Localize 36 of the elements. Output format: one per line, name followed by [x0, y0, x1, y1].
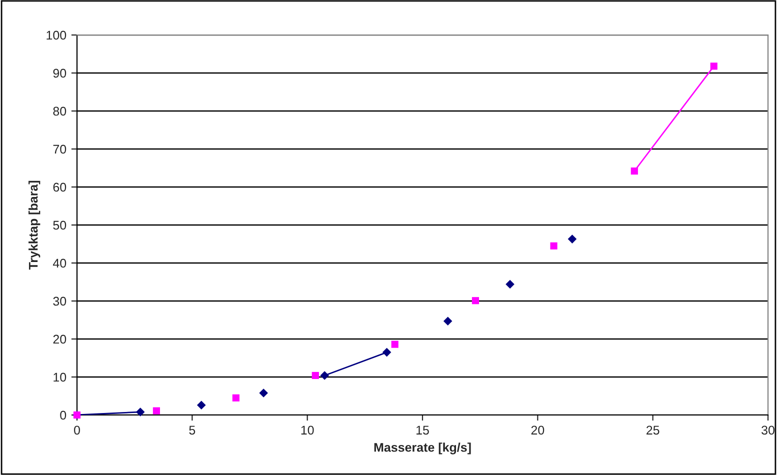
x-tick-label: 0 — [74, 426, 80, 435]
point — [506, 280, 514, 289]
point — [568, 234, 577, 244]
y-tick-label: 10 — [54, 372, 66, 382]
y-axis-title: Trykktap [bara] — [28, 180, 40, 270]
point — [320, 371, 329, 380]
point — [136, 408, 145, 416]
point — [391, 340, 398, 348]
point — [472, 297, 480, 304]
y-tick-label: 40 — [52, 258, 66, 268]
y-tick-label: 80 — [53, 106, 66, 116]
y-tick-label: 20 — [53, 334, 66, 344]
y-tick-label: 100 — [46, 30, 66, 40]
point — [152, 407, 160, 414]
y-tick-label: 50 — [53, 220, 66, 230]
x-tick-label: 20 — [531, 426, 544, 435]
y-tick-label: 30 — [53, 296, 66, 306]
x-axis-title: Masserate [kg/s] — [374, 442, 471, 454]
point — [443, 316, 452, 326]
point — [259, 388, 268, 398]
point — [630, 168, 638, 175]
x-tick-label: 10 — [301, 426, 314, 435]
y-tick-label: 90 — [53, 68, 66, 78]
y-tick-label: 70 — [53, 144, 66, 154]
point — [312, 372, 319, 380]
y-tick-label: 0 — [60, 410, 66, 420]
point — [382, 348, 392, 357]
point — [710, 62, 718, 70]
y-tick-label: 60 — [53, 182, 66, 192]
point — [550, 242, 558, 250]
point — [232, 394, 240, 402]
point — [196, 400, 206, 410]
x-tick-label: 25 — [646, 426, 660, 435]
x-tick-label: 30 — [762, 426, 774, 435]
x-tick-label: 5 — [189, 426, 196, 435]
x-tick-label: 15 — [416, 426, 429, 435]
